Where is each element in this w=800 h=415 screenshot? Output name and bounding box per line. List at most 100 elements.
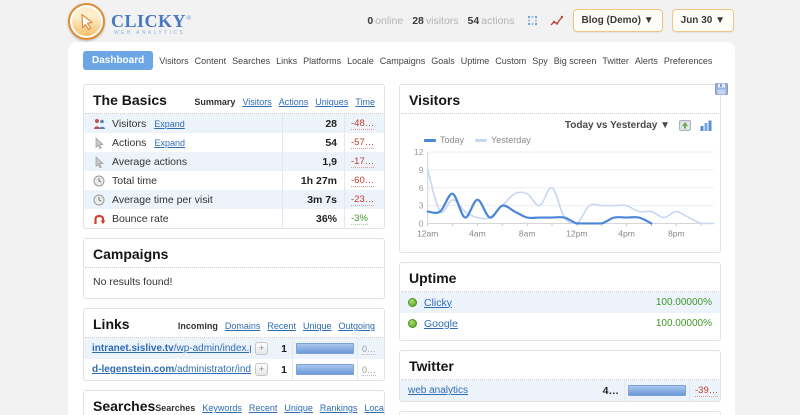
tab-twitter[interactable]: Twitter xyxy=(602,55,629,66)
brand-tagline: WEB ANALYTICS xyxy=(114,30,186,36)
uptime-title: Uptime xyxy=(409,270,457,286)
links-tab-unique[interactable]: Unique xyxy=(302,321,332,331)
searches-tab-keywords[interactable]: Keywords xyxy=(202,403,242,413)
link-count: 1 xyxy=(281,363,287,376)
twitter-title: Twitter xyxy=(409,358,454,374)
today-dash-icon xyxy=(424,138,436,142)
uptime-percent: 100.00000% xyxy=(655,318,712,329)
percent-link[interactable]: 0… xyxy=(362,343,377,355)
basics-tab-actions[interactable]: Actions xyxy=(278,97,309,107)
incoming-link[interactable]: intranet.sislive.tv/wp-admin/index.php?p… xyxy=(92,343,251,354)
change-link[interactable]: -23… xyxy=(351,193,375,206)
legend-today: Today xyxy=(424,135,464,145)
basics-tab-visitors[interactable]: Visitors xyxy=(242,97,272,107)
change-link[interactable]: -39… xyxy=(695,385,719,397)
svg-text:6: 6 xyxy=(419,183,424,193)
save-dashboard-icon[interactable] xyxy=(715,82,728,100)
value-bar xyxy=(296,343,354,354)
monitor-link[interactable]: Google xyxy=(424,317,458,330)
tab-alerts[interactable]: Alerts xyxy=(634,55,658,66)
tab-links[interactable]: Links xyxy=(276,55,298,66)
clicky-logo[interactable]: CLICKY® WEB ANALYTICS xyxy=(68,3,192,40)
links-tab-incoming[interactable]: Incoming xyxy=(177,321,218,331)
basics-row-visitors: Visitors Expand 28 -48… xyxy=(84,114,384,133)
tab-uptime[interactable]: Uptime xyxy=(460,55,490,66)
change-link[interactable]: -3% xyxy=(351,212,368,225)
basics-tab-summary[interactable]: Summary xyxy=(194,97,236,107)
campaigns-title: Campaigns xyxy=(93,246,169,262)
tab-searches[interactable]: Searches xyxy=(232,55,271,66)
tab-platforms[interactable]: Platforms xyxy=(303,55,342,66)
status-up-icon xyxy=(408,319,417,328)
searches-title: Searches xyxy=(93,398,156,414)
change-link[interactable]: -60… xyxy=(351,174,375,187)
visitors-line-chart[interactable]: 0 3 6 9 12 12am 4am 8am 12pm 4pm 8pm xyxy=(400,146,720,252)
basics-value: 1h 27m xyxy=(282,171,344,190)
bar-chart-icon[interactable] xyxy=(700,120,712,131)
tab-locale[interactable]: Locale xyxy=(347,55,374,66)
searches-tab-unique[interactable]: Unique xyxy=(284,403,313,413)
incoming-link[interactable]: d-legenstein.com/administrator/index.php… xyxy=(92,364,251,375)
basics-value: 36% xyxy=(282,209,344,228)
svg-text:3: 3 xyxy=(419,201,424,211)
change-link[interactable]: -57… xyxy=(351,136,375,149)
basics-tab-uniques[interactable]: Uniques xyxy=(315,97,349,107)
uptime-row-clicky: Clicky 100.00000% xyxy=(400,292,720,313)
expand-link[interactable]: Expand xyxy=(154,137,185,148)
svg-text:8am: 8am xyxy=(519,229,536,239)
campaigns-empty-message: No results found! xyxy=(93,276,173,288)
uptime-row-google: Google 100.00000% xyxy=(400,313,720,334)
tab-preferences[interactable]: Preferences xyxy=(663,55,713,66)
save-image-icon[interactable] xyxy=(679,120,691,131)
link-row: intranet.sislive.tv/wp-admin/index.php?p… xyxy=(84,338,384,359)
pointer-icon xyxy=(91,136,107,149)
registered-mark: ® xyxy=(186,14,192,22)
value-bar xyxy=(628,385,686,396)
basics-tab-time[interactable]: Time xyxy=(355,97,375,107)
header-stats-bar: 0 online 28 visitors 54 actions Blog (Demo)… xyxy=(367,9,734,32)
tab-goals[interactable]: Goals xyxy=(431,55,455,66)
basics-value: 3m 7s xyxy=(282,190,344,209)
expand-plus-icon[interactable]: + xyxy=(255,342,268,355)
value-bar xyxy=(296,364,354,375)
searches-tab-local[interactable]: Local xyxy=(364,403,385,413)
tab-big-screen[interactable]: Big screen xyxy=(553,55,597,66)
stat-visitors: 28 visitors xyxy=(412,14,459,27)
tab-campaigns[interactable]: Campaigns xyxy=(379,55,426,66)
change-link[interactable]: -17… xyxy=(351,155,375,168)
tab-custom[interactable]: Custom xyxy=(495,55,527,66)
basics-value: 54 xyxy=(282,133,344,152)
links-tab-domains[interactable]: Domains xyxy=(224,321,261,331)
links-title: Links xyxy=(93,316,130,332)
tab-visitors[interactable]: Visitors xyxy=(159,55,189,66)
comparison-selector[interactable]: Today vs Yesterday ▼ xyxy=(564,120,670,131)
main-nav: Dashboard Visitors Content Searches Link… xyxy=(68,42,735,77)
searches-tab-rankings[interactable]: Rankings xyxy=(319,403,358,413)
svg-text:9: 9 xyxy=(419,165,424,175)
date-selector-button[interactable]: Jun 30 ▼ xyxy=(671,9,734,32)
tab-content[interactable]: Content xyxy=(194,55,227,66)
expand-link[interactable]: Expand xyxy=(154,118,185,129)
svg-text:12am: 12am xyxy=(417,229,438,239)
searches-tab-searches[interactable]: Searches xyxy=(155,403,196,413)
spy-icon[interactable] xyxy=(527,15,538,26)
monitor-link[interactable]: Clicky xyxy=(424,296,452,309)
links-tab-recent[interactable]: Recent xyxy=(267,321,296,331)
panel-uptime: Uptime Clicky 100.00000% Google 100.0000… xyxy=(399,262,721,341)
site-selector-button[interactable]: Blog (Demo) ▼ xyxy=(572,9,663,32)
percent-link[interactable]: 0… xyxy=(362,364,377,376)
searches-tab-recent[interactable]: Recent xyxy=(248,403,278,413)
twitter-count: 4… xyxy=(602,384,619,397)
trend-chart-icon[interactable] xyxy=(550,15,564,27)
panel-links: Links Incoming Domains Recent Unique Out… xyxy=(83,308,385,381)
change-link[interactable]: -48… xyxy=(351,117,375,130)
visitors-chart-title: Visitors xyxy=(409,92,461,108)
tab-spy[interactable]: Spy xyxy=(532,55,548,66)
links-tab-outgoing[interactable]: Outgoing xyxy=(338,321,375,331)
expand-plus-icon[interactable]: + xyxy=(255,363,268,376)
svg-text:0: 0 xyxy=(419,219,424,229)
visitors-icon xyxy=(91,118,107,130)
content-card: Dashboard Visitors Content Searches Link… xyxy=(68,42,735,415)
tab-dashboard[interactable]: Dashboard xyxy=(83,51,154,70)
twitter-search-link[interactable]: web analytics xyxy=(408,385,469,396)
